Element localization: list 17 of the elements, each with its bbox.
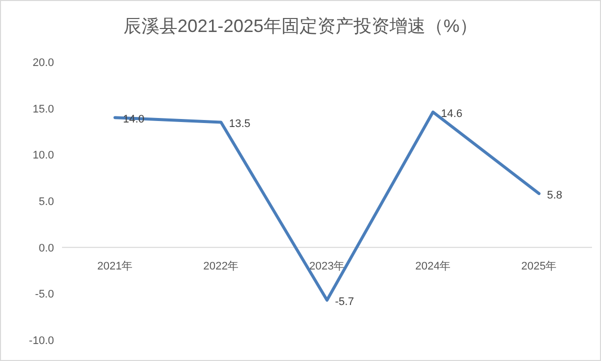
- y-tick-label: 15.0: [32, 103, 54, 116]
- data-label: 5.8: [547, 190, 562, 202]
- data-label: 14.6: [441, 108, 462, 120]
- x-tick-label: 2023年: [309, 260, 345, 272]
- chart-title: 辰溪县2021-2025年固定资产投资增速（%）: [123, 16, 478, 36]
- x-tick-label: 2021年: [97, 260, 133, 272]
- y-tick-label: -10.0: [28, 335, 54, 347]
- y-tick-label: -5.0: [35, 288, 54, 301]
- x-tick-label: 2022年: [203, 260, 239, 272]
- y-tick-label: 20.0: [32, 57, 54, 69]
- data-label: -5.7: [335, 296, 354, 308]
- x-tick-label: 2024年: [415, 260, 451, 272]
- y-tick-label: 10.0: [32, 150, 54, 162]
- y-tick-label: 5.0: [38, 196, 54, 208]
- data-label: 13.5: [229, 118, 250, 130]
- y-tick-label: 0.0: [38, 242, 54, 254]
- x-tick-label: 2025年: [521, 260, 557, 272]
